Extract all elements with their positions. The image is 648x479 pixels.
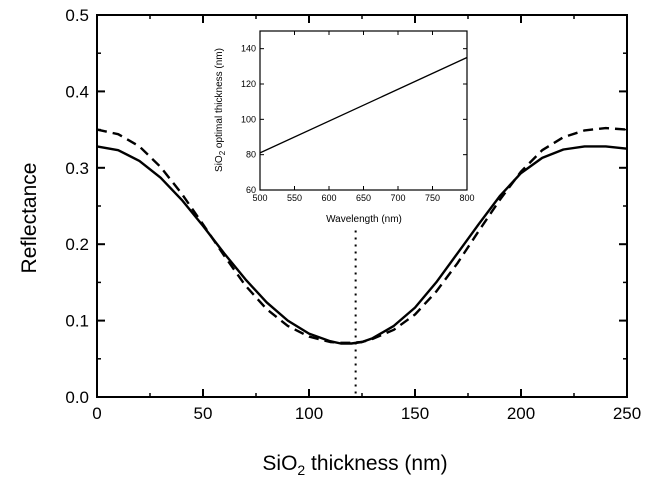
y-tick-label: 0.0: [65, 388, 89, 407]
inset-y-tick-label: 100: [241, 114, 256, 124]
y-tick-label: 0.2: [65, 235, 89, 254]
inset-y-axis-title: SiO2 optimal thickness (nm): [214, 48, 227, 172]
inset-x-tick-label: 800: [459, 193, 474, 203]
y-axis-title: Reflectance: [18, 163, 41, 274]
inset-y-tick-label: 80: [246, 150, 256, 160]
y-tick-label: 0.4: [65, 82, 89, 101]
inset-y-tick-label: 60: [246, 185, 256, 195]
x-tick-label: 0: [92, 404, 101, 423]
x-tick-label: 250: [613, 404, 641, 423]
x-tick-label: 150: [401, 404, 429, 423]
inset-x-tick-label: 650: [356, 193, 371, 203]
x-tick-label: 200: [507, 404, 535, 423]
y-tick-label: 0.1: [65, 312, 89, 331]
inset-plot-frame: [260, 31, 467, 190]
y-tick-label: 0.3: [65, 159, 89, 178]
x-tick-label: 50: [194, 404, 213, 423]
inset-y-tick-label: 140: [241, 44, 256, 54]
inset-x-tick-label: 700: [390, 193, 405, 203]
inset-x-tick-label: 600: [321, 193, 336, 203]
inset-y-tick-label: 120: [241, 79, 256, 89]
inset-x-tick-label: 750: [425, 193, 440, 203]
inset-x-tick-label: 550: [287, 193, 302, 203]
x-axis-title: SiO2 thickness (nm): [262, 452, 447, 478]
y-tick-label: 0.5: [65, 6, 89, 25]
inset-x-axis-title: Wavelength (nm): [326, 214, 402, 225]
x-tick-label: 100: [295, 404, 323, 423]
